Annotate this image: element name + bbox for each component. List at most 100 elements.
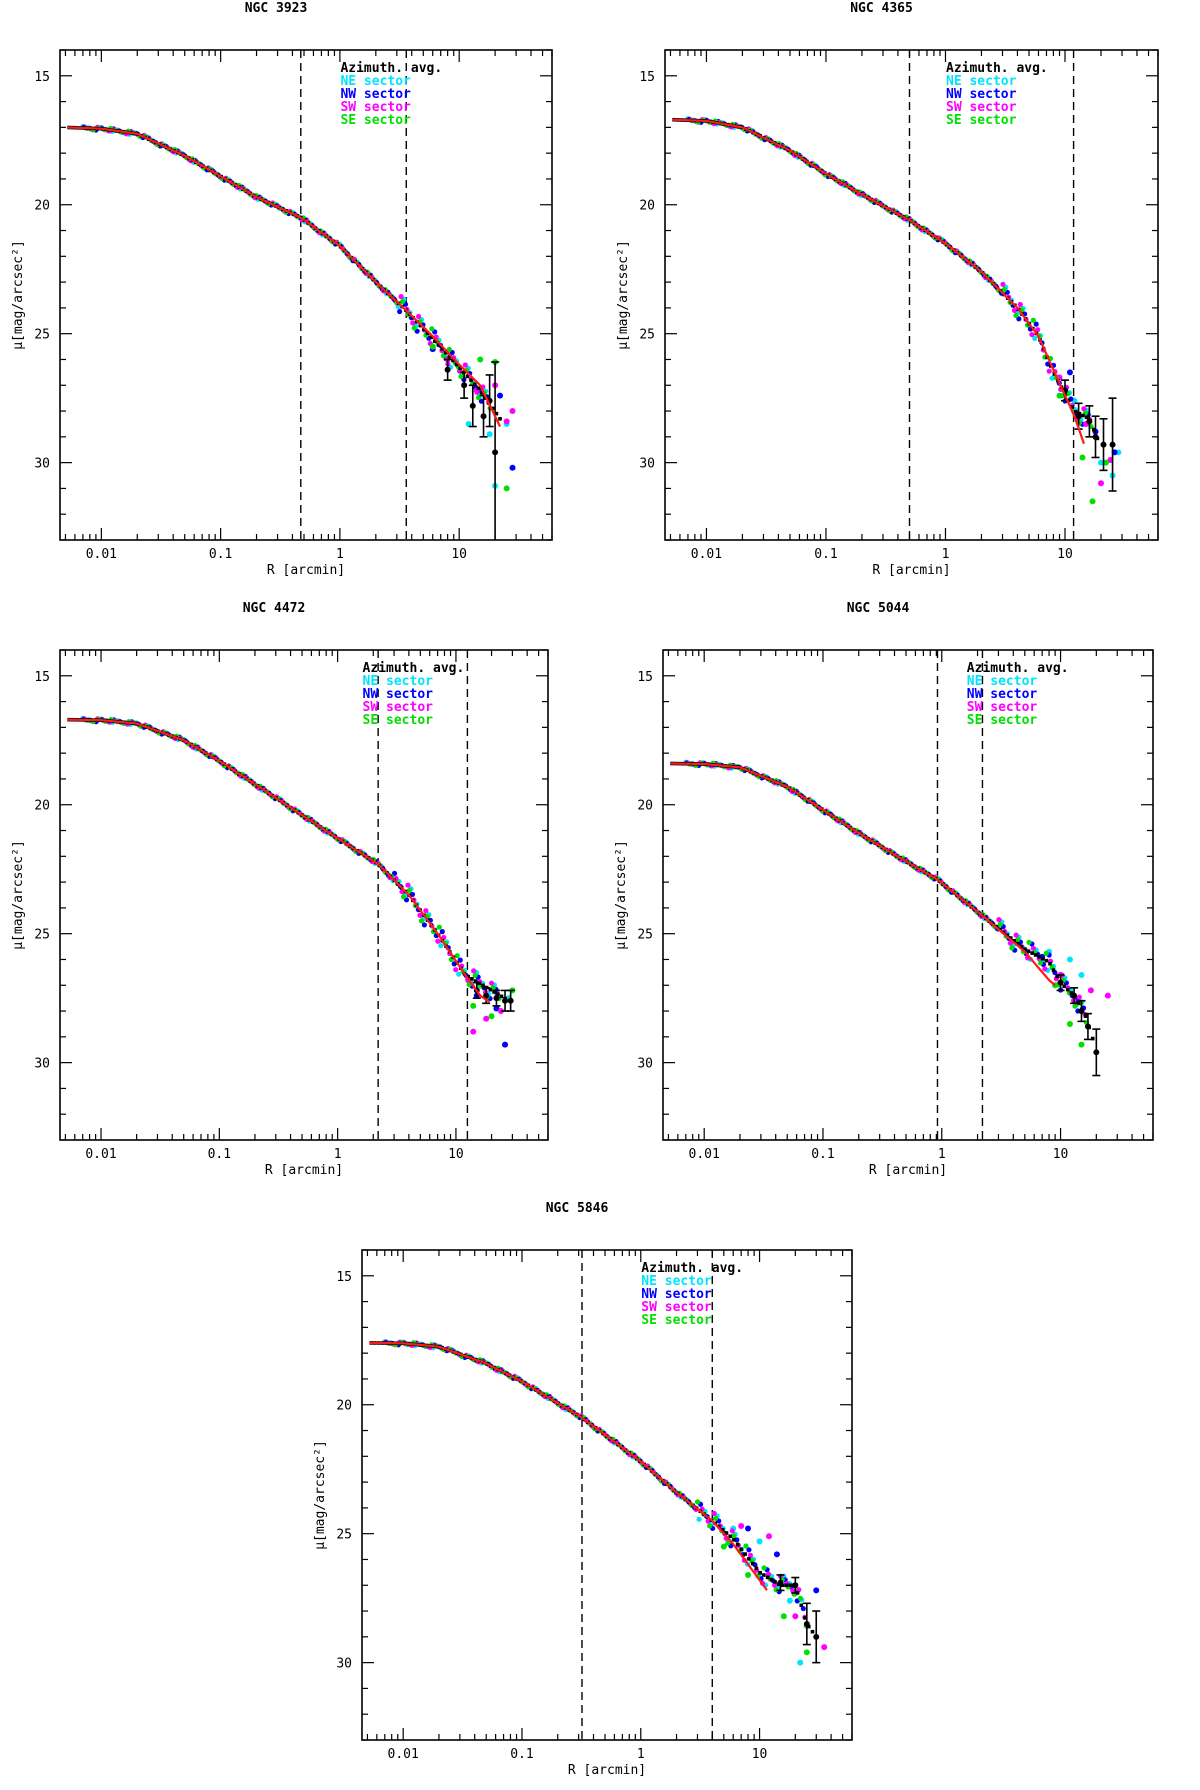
sector-point-sw — [423, 908, 429, 914]
model-fit-line — [670, 762, 1056, 987]
y-tick-label: 30 — [34, 1057, 50, 1072]
profile-point — [1030, 951, 1034, 955]
profile-point — [1016, 941, 1020, 946]
sector-point-sw — [1030, 945, 1036, 951]
sector-point-sw — [711, 1510, 717, 1516]
sector-point-nw — [497, 392, 504, 399]
profile-point — [440, 347, 444, 351]
profile-point — [1074, 409, 1078, 414]
sector-point-se — [1030, 317, 1036, 323]
sector-point-sw — [503, 418, 510, 425]
y-tick-label: 25 — [34, 928, 50, 943]
sector-point-nw — [1033, 321, 1039, 327]
sector-point-se — [1043, 950, 1049, 956]
profile-point — [492, 990, 496, 994]
profile-point-outer — [777, 1579, 784, 1586]
profile-point — [1005, 933, 1009, 938]
profile-point — [495, 992, 500, 996]
legend-entry: Azimuth. avg. — [946, 61, 1048, 76]
profile-point — [481, 983, 485, 988]
profile-point — [1070, 405, 1075, 409]
profile-point — [1023, 947, 1027, 952]
profile-point — [1019, 944, 1024, 949]
plot-area — [67, 123, 516, 540]
sector-point-sw — [1035, 327, 1041, 333]
plot-frame — [59, 649, 549, 1141]
profile-point — [1051, 968, 1056, 972]
legend-entry: Azimuth. avg. — [967, 661, 1069, 676]
profile-point — [743, 1552, 747, 1556]
sector-point-se — [411, 325, 417, 331]
sector-point-sw — [1097, 480, 1104, 487]
sector-point-sw — [509, 408, 516, 415]
x-tick-label: 0.01 — [388, 1747, 419, 1762]
profile-point — [720, 1528, 725, 1532]
profile-point — [443, 350, 448, 355]
sector-point-nw — [800, 1605, 806, 1612]
x-tick-label: 10 — [1057, 547, 1073, 562]
x-tick-label: 1 — [637, 1747, 645, 1762]
sector-point-nw — [397, 308, 403, 315]
sector-point-sw — [405, 882, 411, 888]
sector-point-se — [780, 1613, 787, 1620]
sector-point-se — [743, 1543, 749, 1549]
profile-point — [476, 386, 481, 391]
sector-point-se — [458, 373, 464, 379]
sector-point-se — [503, 485, 510, 492]
profile-point — [1065, 987, 1070, 992]
profile-point-outer — [493, 995, 500, 1002]
sector-point-sw — [1087, 987, 1094, 994]
sector-point-sw — [483, 1015, 490, 1022]
sector-point-se — [1079, 454, 1086, 461]
sector-point-ne — [756, 1538, 763, 1545]
plot-area — [672, 116, 1122, 505]
profile-point — [724, 1531, 729, 1535]
y-tick-label: 25 — [637, 928, 653, 943]
profile-point — [1092, 427, 1096, 432]
sector-point-se — [1089, 498, 1096, 505]
legend-entry: NW sector — [967, 687, 1038, 702]
profile-point — [747, 1557, 751, 1561]
y-tick-label: 20 — [34, 799, 50, 814]
sector-point-se — [470, 1002, 477, 1009]
y-axis-label: μ[mag/arcsec²] — [313, 1440, 328, 1550]
sector-point-se — [803, 1649, 810, 1656]
profile-point — [784, 1583, 789, 1588]
sector-point-sw — [471, 968, 477, 974]
profile-point — [1048, 961, 1052, 966]
sector-point-sw — [462, 362, 468, 368]
profile-point — [1090, 1036, 1095, 1041]
profile-point — [422, 327, 426, 332]
profile-point-outer — [492, 449, 499, 456]
model-fit-line — [672, 118, 1086, 445]
sector-point-nw — [1016, 316, 1022, 322]
chart-panel-1: NGC 3923 0.01 0.1 1 10 15 20 25 30 R [arcmin] μ[ma… — [11, 1, 553, 578]
sector-point-se — [477, 356, 484, 363]
x-tick-label: 0.01 — [86, 547, 117, 562]
legend-entry: Azimuth. avg. — [340, 61, 442, 76]
plot-frame — [664, 49, 1159, 541]
sector-point-ne — [797, 1659, 804, 1666]
profile-point-outer — [483, 992, 490, 999]
sector-point-sw — [1081, 406, 1087, 412]
y-tick-label: 30 — [34, 457, 50, 472]
profile-point — [1033, 953, 1038, 957]
sector-point-ne — [438, 943, 444, 949]
sector-point-se — [1009, 945, 1015, 951]
profile-point — [454, 362, 459, 367]
plot-area — [67, 715, 516, 1048]
sector-point-se — [694, 1499, 701, 1505]
x-tick-label: 0.1 — [811, 1147, 834, 1162]
profile-point — [1076, 1001, 1081, 1005]
profile-point — [728, 1534, 733, 1539]
x-tick-label: 10 — [451, 547, 467, 562]
y-tick-label: 25 — [34, 328, 50, 343]
y-tick-label: 20 — [637, 799, 653, 814]
sector-point-nw — [745, 1525, 752, 1532]
sector-point-ne — [696, 1516, 702, 1522]
sector-point-sw — [1046, 368, 1052, 374]
profile-point-outer — [461, 382, 468, 389]
profile-point — [758, 1570, 762, 1575]
y-tick-label: 20 — [336, 1399, 352, 1414]
